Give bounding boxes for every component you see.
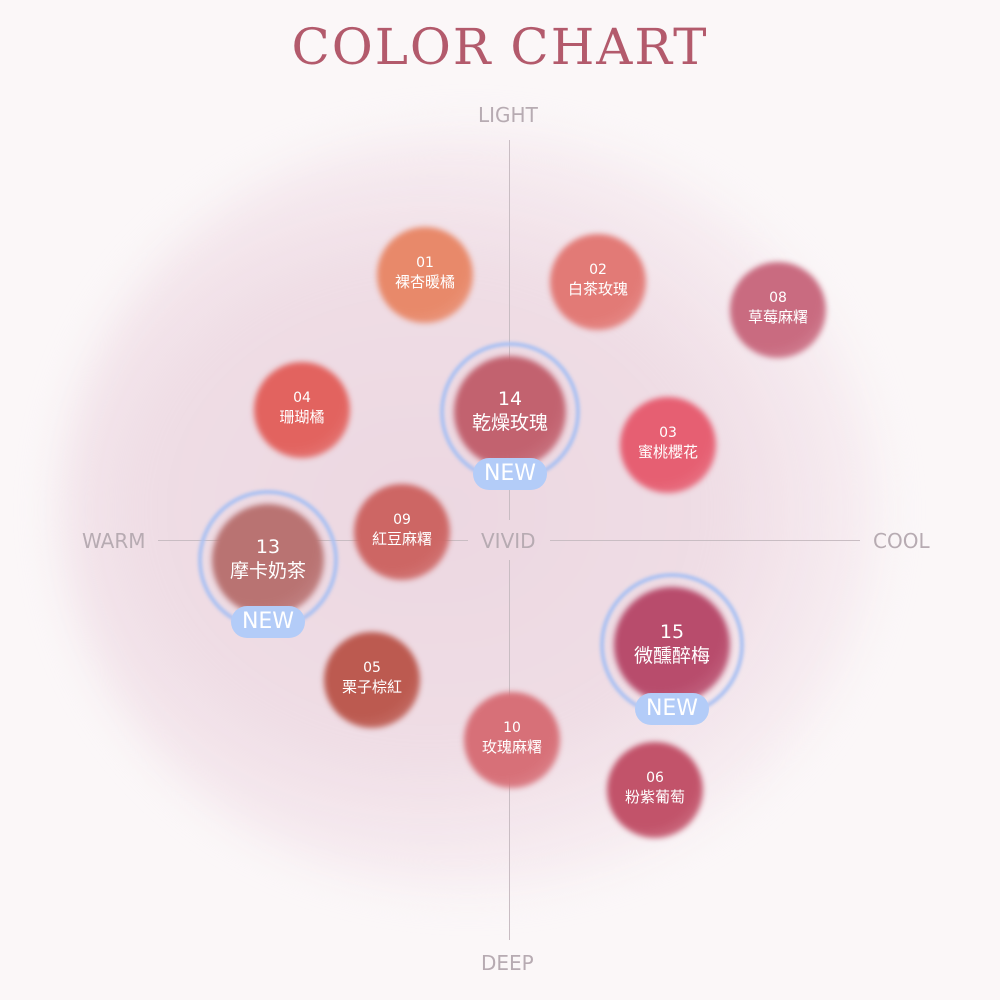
shade-name: 草莓麻糬 — [747, 307, 808, 326]
shade-swatch-14[interactable] — [454, 356, 566, 468]
axis-label-light: LIGHT — [478, 103, 538, 127]
shade-number: 08 — [769, 290, 787, 306]
axis-label-warm: WARM — [82, 529, 146, 553]
shade-number: 05 — [363, 660, 381, 676]
shade-number: 13 — [255, 536, 281, 558]
shade-label: 04 珊瑚橘 — [232, 390, 372, 426]
shade-number: 14 — [497, 388, 523, 410]
shade-label: 13 摩卡奶茶 — [198, 536, 338, 584]
shade-label: 03 蜜桃櫻花 — [598, 425, 738, 461]
shade-number: 09 — [393, 512, 411, 528]
shade-swatch-01[interactable] — [377, 227, 473, 323]
shade-name: 裸杏暖橘 — [394, 272, 455, 291]
shade-swatch-02[interactable] — [550, 234, 646, 330]
shade-label: 01 裸杏暖橘 — [355, 255, 495, 291]
shade-swatch-06[interactable] — [607, 742, 703, 838]
shade-label: 10 玫瑰麻糬 — [442, 720, 582, 756]
shade-name: 栗子棕紅 — [341, 677, 402, 696]
new-badge: NEW — [231, 606, 305, 638]
new-badge: NEW — [473, 458, 547, 490]
shade-name: 紅豆麻糬 — [371, 529, 432, 548]
shade-name: 摩卡奶茶 — [229, 559, 306, 582]
shade-label: 14 乾燥玫瑰 — [440, 388, 580, 436]
shade-swatch-09[interactable] — [354, 484, 450, 580]
shade-number: 04 — [293, 390, 311, 406]
shade-label: 06 粉紫葡萄 — [585, 770, 725, 806]
shade-swatch-13[interactable] — [212, 504, 324, 616]
shade-swatch-15[interactable] — [614, 587, 730, 703]
shade-name: 蜜桃櫻花 — [637, 442, 698, 461]
shade-number: 10 — [503, 720, 521, 736]
shade-name: 微醺醉梅 — [633, 644, 710, 667]
page-title: COLOR CHART — [291, 18, 709, 76]
horizontal-axis-right — [550, 540, 860, 541]
shade-name: 珊瑚橘 — [279, 407, 325, 426]
shade-swatch-04[interactable] — [254, 362, 350, 458]
shade-number: 03 — [659, 425, 677, 441]
shade-label: 15 微醺醉梅 — [602, 621, 742, 669]
shade-label: 09 紅豆麻糬 — [332, 512, 472, 548]
axis-label-cool: COOL — [873, 529, 930, 553]
axis-label-vivid: VIVID — [481, 529, 536, 553]
shade-label: 05 栗子棕紅 — [302, 660, 442, 696]
shade-name: 乾燥玫瑰 — [471, 411, 548, 434]
shade-name: 白茶玫瑰 — [567, 279, 628, 298]
shade-swatch-03[interactable] — [620, 397, 716, 493]
shade-swatch-10[interactable] — [464, 692, 560, 788]
background-glow — [60, 130, 880, 890]
shade-label: 02 白茶玫瑰 — [528, 262, 668, 298]
shade-name: 粉紫葡萄 — [624, 787, 685, 806]
shade-number: 15 — [659, 621, 685, 643]
new-badge: NEW — [635, 693, 709, 725]
axis-label-deep: DEEP — [481, 951, 534, 975]
shade-swatch-08[interactable] — [730, 262, 826, 358]
shade-number: 02 — [589, 262, 607, 278]
shade-number: 06 — [646, 770, 664, 786]
vertical-axis-upper — [509, 140, 510, 520]
shade-label: 08 草莓麻糬 — [708, 290, 848, 326]
shade-swatch-05[interactable] — [324, 632, 420, 728]
shade-number: 01 — [416, 255, 434, 271]
shade-name: 玫瑰麻糬 — [481, 737, 542, 756]
